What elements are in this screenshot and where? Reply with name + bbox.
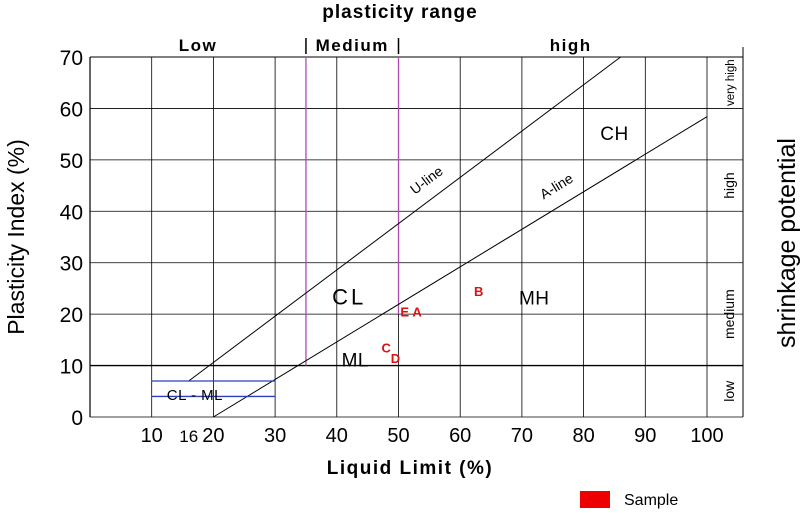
x-tick-label: 30 (264, 425, 286, 447)
y-tick-label: 60 (60, 98, 83, 121)
y-tick-label: 0 (71, 407, 83, 430)
x-tick-label: 100 (690, 425, 723, 447)
legend-swatch (580, 491, 610, 508)
zone-label: CL (332, 285, 366, 310)
plasticity-band-label: Medium (316, 36, 389, 55)
x-tick-label: 16 (179, 427, 198, 446)
plasticity-band-label: Low (179, 36, 218, 55)
shrinkage-band-label: medium (721, 289, 737, 339)
shrinkage-bands: low medium high very high (721, 59, 737, 401)
x-axis-label: Liquid Limit (%) (327, 458, 493, 479)
x-tick-label: 50 (387, 425, 409, 447)
classification-lines: U-line A-line (151, 56, 708, 418)
y-tick-label: 70 (60, 47, 83, 70)
sample-point-e: E (400, 305, 409, 320)
y-tick-label: 20 (60, 304, 83, 327)
shrinkage-potential-label: shrinkage potential (773, 138, 801, 348)
grid (89, 47, 744, 418)
chart-title: plasticity range (322, 2, 477, 23)
y-axis-label: Plasticity Index (%) (3, 139, 29, 335)
a-line-label: A-line (537, 170, 576, 202)
x-tick-label: 10 (141, 425, 163, 447)
legend-label: Sample (624, 492, 678, 509)
x-tick-label: 60 (449, 425, 471, 447)
shrinkage-band-label: very high (725, 59, 737, 106)
shrinkage-band-label: high (721, 172, 737, 198)
x-tick-label: 20 (202, 425, 224, 447)
samples: E A B CD (381, 284, 483, 366)
x-tick-label: 90 (634, 425, 656, 447)
zone-label: CH (600, 124, 628, 145)
sample-point-a: A (412, 305, 422, 320)
sample-point-b: B (474, 284, 483, 299)
x-tick-label: 40 (326, 425, 348, 447)
y-tick-label: 30 (60, 253, 83, 276)
zone-label: ML (342, 350, 369, 371)
zone-label: MH (519, 289, 550, 310)
x-tick-label: 70 (511, 425, 533, 447)
a-line (213, 116, 708, 418)
y-tick-label: 40 (60, 201, 83, 224)
plasticity-bands: Low Medium high (179, 36, 592, 366)
shrinkage-band-label: low (721, 380, 737, 402)
y-tick-label: 50 (60, 150, 83, 173)
zone-labels: CL MH CH ML CL - ML (167, 124, 628, 404)
y-tick-label: 10 (60, 356, 83, 379)
sample-point-c: C (381, 341, 391, 356)
sample-point-d: D (391, 351, 400, 366)
u-line (188, 56, 621, 382)
zone-label: CL - ML (167, 387, 223, 404)
plasticity-band-label: high (550, 36, 592, 55)
x-tick-label: 80 (572, 425, 594, 447)
